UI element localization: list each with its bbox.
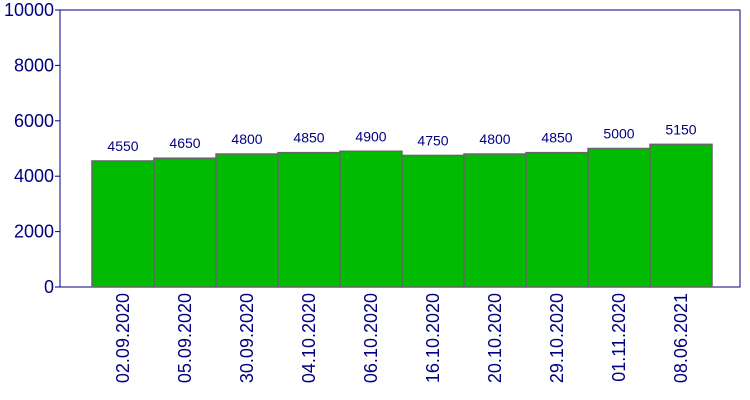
y-tick-label: 6000 xyxy=(14,111,54,131)
y-tick-label: 0 xyxy=(44,277,54,297)
bar xyxy=(525,151,589,288)
bar xyxy=(277,151,341,288)
y-tick-label: 4000 xyxy=(14,166,54,186)
value-label: 5000 xyxy=(603,126,634,142)
value-label: 4650 xyxy=(169,135,200,151)
x-tick-label: 02.09.2020 xyxy=(113,293,133,383)
x-tick-label: 06.10.2020 xyxy=(361,293,381,383)
x-tick-label: 01.11.2020 xyxy=(609,293,629,382)
value-label: 4850 xyxy=(293,130,324,146)
x-tick-label: 30.09.2020 xyxy=(237,293,257,383)
y-tick-label: 10000 xyxy=(4,0,54,20)
bar xyxy=(91,160,155,288)
x-tick-label: 20.10.2020 xyxy=(485,293,505,383)
value-label: 4800 xyxy=(231,131,262,147)
bar xyxy=(649,143,713,288)
value-label: 4900 xyxy=(355,128,386,144)
bar xyxy=(339,150,403,288)
x-tick-label: 05.09.2020 xyxy=(175,293,195,383)
value-label: 4750 xyxy=(417,132,448,148)
bar xyxy=(463,153,527,288)
x-tick-label: 29.10.2020 xyxy=(547,293,567,383)
bar xyxy=(401,154,465,288)
bar xyxy=(215,153,279,288)
bar xyxy=(153,157,217,288)
value-label: 4850 xyxy=(541,130,572,146)
x-tick-label: 16.10.2020 xyxy=(423,293,443,383)
value-label: 5150 xyxy=(665,121,696,137)
bar xyxy=(587,147,651,288)
x-tick-label: 04.10.2020 xyxy=(299,293,319,383)
y-tick-label: 8000 xyxy=(14,55,54,75)
y-tick-label: 2000 xyxy=(14,222,54,242)
value-label: 4800 xyxy=(479,131,510,147)
x-tick-label: 08.06.2021 xyxy=(671,293,691,383)
value-label: 4550 xyxy=(107,138,138,154)
